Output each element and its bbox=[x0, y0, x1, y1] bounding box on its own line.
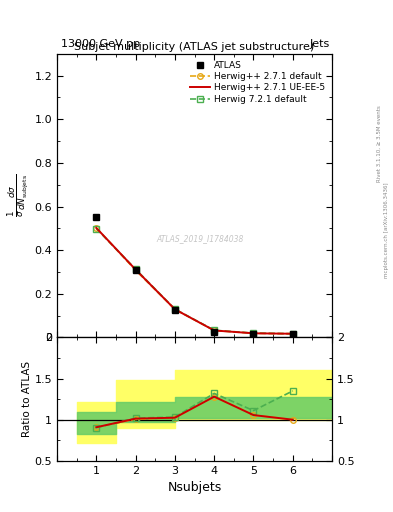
Herwig++ 2.7.1 UE-EE-5 bbox=[133, 267, 138, 273]
Y-axis label: Ratio to ATLAS: Ratio to ATLAS bbox=[22, 361, 32, 437]
Herwig 7.2.1 default bbox=[173, 306, 177, 312]
Herwig++ 2.7.1 default bbox=[173, 306, 177, 312]
Text: 13000 GeV pp: 13000 GeV pp bbox=[61, 38, 140, 49]
X-axis label: Nsubjets: Nsubjets bbox=[167, 481, 222, 494]
Herwig++ 2.7.1 UE-EE-5 bbox=[290, 331, 295, 337]
Text: Rivet 3.1.10, ≥ 3.5M events: Rivet 3.1.10, ≥ 3.5M events bbox=[377, 105, 382, 182]
Herwig++ 2.7.1 default bbox=[94, 225, 99, 231]
Herwig 7.2.1 default bbox=[290, 331, 295, 337]
Herwig++ 2.7.1 UE-EE-5 bbox=[94, 225, 99, 231]
ATLAS bbox=[290, 331, 295, 337]
ATLAS bbox=[133, 267, 138, 273]
Herwig 7.2.1 default bbox=[251, 330, 256, 336]
Legend: ATLAS, Herwig++ 2.7.1 default, Herwig++ 2.7.1 UE-EE-5, Herwig 7.2.1 default: ATLAS, Herwig++ 2.7.1 default, Herwig++ … bbox=[187, 58, 328, 106]
Herwig++ 2.7.1 UE-EE-5 bbox=[251, 330, 256, 336]
Herwig 7.2.1 default bbox=[133, 266, 138, 272]
ATLAS bbox=[212, 329, 217, 335]
Y-axis label: $\frac{1}{\sigma}\frac{d\sigma}{dN_{\mathrm{subjets}}}$: $\frac{1}{\sigma}\frac{d\sigma}{dN_{\mat… bbox=[6, 174, 30, 218]
Line: Herwig++ 2.7.1 default: Herwig++ 2.7.1 default bbox=[94, 225, 296, 336]
ATLAS bbox=[94, 214, 99, 220]
Herwig++ 2.7.1 default bbox=[212, 327, 217, 333]
Line: ATLAS: ATLAS bbox=[93, 214, 296, 337]
Herwig++ 2.7.1 default bbox=[251, 330, 256, 336]
Text: mcplots.cern.ch [arXiv:1306.3436]: mcplots.cern.ch [arXiv:1306.3436] bbox=[384, 183, 389, 278]
Herwig++ 2.7.1 UE-EE-5 bbox=[212, 327, 217, 333]
Herwig 7.2.1 default bbox=[212, 327, 217, 333]
Line: Herwig 7.2.1 default: Herwig 7.2.1 default bbox=[94, 226, 296, 336]
Line: Herwig++ 2.7.1 UE-EE-5: Herwig++ 2.7.1 UE-EE-5 bbox=[96, 228, 293, 334]
Herwig++ 2.7.1 UE-EE-5 bbox=[173, 306, 177, 312]
ATLAS bbox=[173, 307, 177, 313]
Title: Subjet multiplicity (ATLAS jet substructure): Subjet multiplicity (ATLAS jet substruct… bbox=[74, 41, 315, 52]
Herwig++ 2.7.1 default bbox=[290, 331, 295, 337]
Herwig++ 2.7.1 default bbox=[133, 267, 138, 273]
ATLAS bbox=[251, 330, 256, 336]
Text: ATLAS_2019_I1784038: ATLAS_2019_I1784038 bbox=[156, 233, 244, 243]
Text: Jets: Jets bbox=[310, 38, 330, 49]
Herwig 7.2.1 default bbox=[94, 225, 99, 231]
